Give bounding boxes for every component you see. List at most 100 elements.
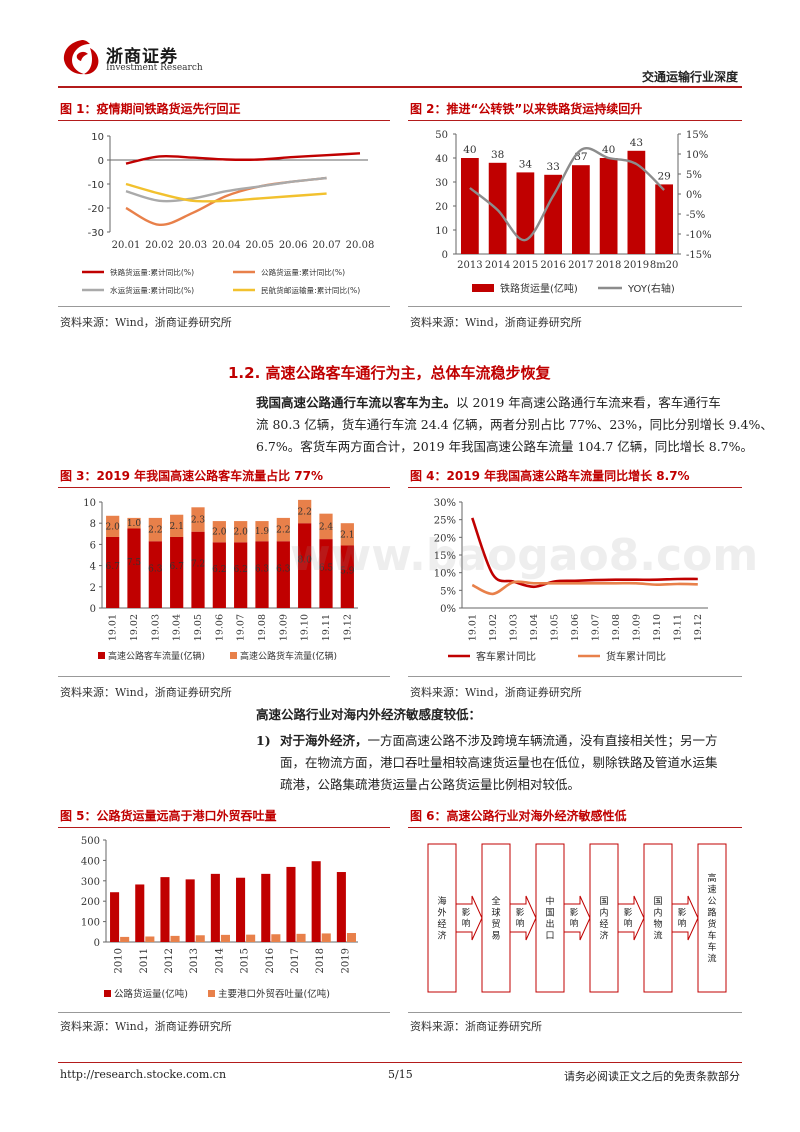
fig1-legend-label: 公路货运量:累计同比(%): [261, 267, 345, 277]
fig3-ytick-label: 10: [83, 498, 96, 509]
logo-mark-icon: [63, 40, 99, 75]
fig5-bar-port: [195, 935, 205, 942]
fig4-xtick-label: 19.08: [611, 614, 622, 641]
fig5-xtick-label: 2012: [164, 948, 175, 973]
fig5-bar-road: [160, 877, 170, 942]
fig3-xtick-label: 19.09: [278, 614, 289, 641]
fig3-xtick-label: 19.06: [214, 614, 225, 641]
fig2-y2tick-label: 15%: [686, 130, 708, 141]
fig1-ytick-label: -30: [88, 228, 104, 239]
fig6-title-rule: [408, 827, 742, 828]
fig1-ytick-label: 0: [98, 156, 104, 167]
fig1-chart: 10 0 -10 -20 -30 20.01 20.02 20.03 20.04 20.05 20.…: [82, 132, 374, 295]
fig3-bar-truck: [127, 517, 141, 529]
fig4-xtick-label: 19.07: [590, 614, 601, 641]
fig5-xtick-label: 2019: [340, 948, 351, 973]
fig5-legend-label: 公路货运量(亿吨): [114, 988, 188, 1000]
fig3-passenger-label: 7.5: [127, 558, 142, 568]
fig3-xtick-label: 19.12: [342, 614, 353, 641]
fig3-xtick-label: 19.10: [300, 614, 311, 641]
fig3-legend-label: 高速公路货车流量(亿辆): [240, 650, 337, 662]
logo: [60, 38, 104, 76]
fig6-diagram: 海外经济 影响 全球贸易 影响 中国出口 影响 国内经济 影响 国内物流 影响 高速公路货车车流: [427, 843, 727, 993]
footer-page-number: 5/15: [388, 1068, 413, 1081]
fig3-title: 图 3：2019 年我国高速公路客车流量占比 77%: [60, 469, 324, 483]
fig5-title: 图 5：公路货运量远高于港口外贸吞吐量: [60, 809, 277, 823]
fig5-xtick-label: 2015: [240, 948, 251, 973]
fig5-bar-port: [346, 933, 356, 942]
fig3-truck-label: 2.2: [276, 526, 290, 536]
fig6-source: 资料来源：浙商证券研究所: [410, 1020, 542, 1033]
fig2-bar-value-label: 43: [630, 137, 643, 149]
fig5-xtick-label: 2016: [265, 948, 276, 973]
fig3-title-rule: [58, 487, 390, 488]
fig3-passenger-label: 7.2: [191, 560, 205, 570]
fig3-xtick-label: 19.05: [193, 614, 204, 641]
fig6-arrow-icon: [671, 895, 699, 941]
section-heading: 1.2. 高速公路客车通行为主，总体车流稳步恢复: [228, 364, 551, 382]
sensitivity-item-line3: 疏港，公路集疏港货运量占公路货运量比例相对较低。: [280, 777, 581, 792]
fig3-chart: 10 8 6 4 2 0 6.7 2.0 19.01 7.5 1.0 19.02 6.3 2.2 19.03…: [83, 498, 358, 662]
fig1-xtick-label: 20.01: [112, 240, 141, 251]
fig3-bottom-rule: [58, 676, 390, 677]
fig3-bar-passenger: [298, 523, 312, 608]
fig2-title: 图 2：推进“公转铁”以来铁路货运持续回升: [410, 102, 643, 116]
fig1-xtick-label: 20.07: [312, 240, 341, 251]
fig3-bar-passenger: [148, 541, 162, 608]
fig3-xtick-label: 19.02: [129, 614, 140, 641]
fig3-xtick-label: 19.11: [321, 614, 332, 641]
watermark: www.baogao8.com: [290, 530, 759, 581]
fig1-legend-label: 水运货运量:累计同比(%): [110, 285, 194, 295]
fig5-bottom-rule: [58, 1012, 390, 1013]
fig3-truck-label: 2.2: [298, 508, 312, 518]
fig3-bar-truck: [234, 521, 248, 543]
fig5-xtick-label: 2014: [214, 948, 225, 973]
fig1-legend-label: 铁路货运量:累计同比(%): [110, 267, 194, 277]
fig2-xtick-label: 2015: [513, 260, 538, 271]
fig3-bar-passenger: [106, 536, 120, 608]
fig6-box: [697, 843, 727, 993]
fig3-passenger-label: 6.7: [106, 562, 121, 572]
fig2-bar: [599, 158, 618, 254]
fig6-arrow-icon: [617, 895, 645, 941]
fig3-passenger-label: 6.2: [234, 565, 248, 575]
fig5-bar-road: [311, 861, 321, 942]
fig5-bar-port: [170, 935, 180, 942]
sensitivity-item-rest: 一方面高速公路不涉及跨境车辆流通，没有直接相关性；另一方: [367, 733, 718, 748]
fig3-truck-label: 2.1: [170, 522, 184, 532]
fig6-title: 图 6：高速公路行业对海外经济敏感性低: [410, 809, 627, 823]
fig6-box-label: 全球贸易: [491, 895, 500, 942]
fig6-arrow-label: 影响: [570, 907, 579, 929]
fig5-bar-road: [185, 879, 195, 942]
fig2-bar: [516, 172, 535, 254]
fig5-title-rule: [58, 827, 390, 828]
fig2-y2tick-label: 10%: [686, 150, 708, 161]
section-para-line3: 6.7%。客货车两方面合计，2019 年我国高速公路车流量 104.7 亿辆，同…: [256, 439, 754, 454]
fig3-bar-passenger: [212, 542, 226, 608]
fig3-truck-label: 1.0: [127, 519, 142, 529]
logo-cn: 浙商证券: [106, 47, 178, 67]
fig2-ytick-label: 50: [435, 130, 448, 141]
fig2-xtick-label: 8m20: [650, 260, 679, 271]
fig2-bar: [571, 165, 590, 254]
fig5-bar-road: [336, 872, 346, 942]
fig5-ytick-label: 300: [81, 877, 100, 888]
fig2-bar-value-label: 34: [519, 158, 533, 170]
fig3-truck-label: 2.0: [234, 528, 249, 538]
fig3-truck-label: 2.3: [191, 515, 206, 525]
fig4-series-line: [471, 517, 698, 589]
footer-url[interactable]: http://research.stocke.com.cn: [60, 1068, 227, 1081]
fig5-bar-road: [210, 873, 220, 942]
fig5-bar-road: [110, 892, 120, 942]
fig3-xtick-label: 19.03: [150, 614, 161, 641]
fig2-xtick-label: 2019: [624, 260, 649, 271]
fig3-bar-truck: [170, 514, 184, 537]
fig4-title: 图 4：2019 年我国高速公路车流量同比增长 8.7%: [410, 469, 690, 483]
fig6-box-label: 海外经济: [437, 895, 446, 942]
fig1-title-rule: [58, 120, 390, 121]
fig3-bar-truck: [148, 517, 162, 542]
fig2-ytick-label: 40: [435, 154, 448, 165]
sensitivity-item-line1: 对于海外经济，一方面高速公路不涉及跨境车辆流通，没有直接相关性；另一方: [280, 730, 718, 752]
fig1-legend-label: 民航货邮运输量:累计同比(%): [261, 285, 360, 295]
fig2-ytick-label: 10: [435, 226, 448, 237]
